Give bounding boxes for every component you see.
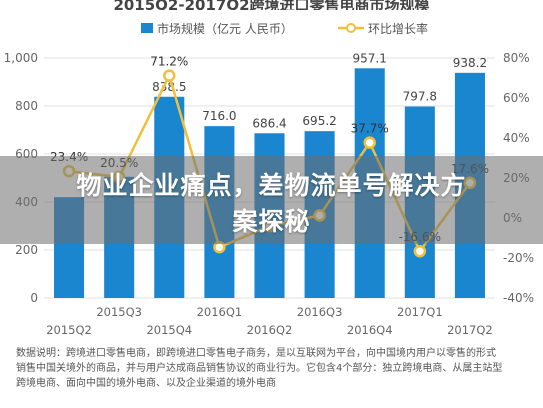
legend-swatch-bar <box>141 23 153 33</box>
y-right-tick-label: -40% <box>503 291 534 305</box>
x-tick-label: 2017Q2 <box>447 323 493 337</box>
x-tick-label: 2015Q3 <box>96 305 142 319</box>
headline: 物业企业痛点，差物流单号解决方 案探秘 <box>0 168 543 240</box>
data-notes: 数据说明：跨境进口零售电商，即跨境进口零售电子商务，是以互联网为平台，向中国境内… <box>16 346 536 391</box>
y-left-tick-label: 800 <box>15 99 38 113</box>
growth-value-label: 37.7% <box>351 122 389 136</box>
x-tick-label: 2016Q2 <box>247 323 293 337</box>
headline-banner <box>0 156 543 244</box>
legend: 市场规模（亿元 人民币） 环比增长率 <box>141 21 428 36</box>
notes-line-2: 销售中国关境外的商品，并与用户达成商品销售协议的商业行为。它包含4个部分：独立跨… <box>16 363 503 374</box>
headline-line-2: 案探秘 <box>232 207 311 236</box>
x-tick-label: 2015Q4 <box>146 323 192 337</box>
x-axis: 2015Q2 2015Q3 2015Q4 2016Q1 2016Q2 2016Q3 2016… <box>46 305 493 337</box>
y-left-tick-label: 0 <box>30 291 38 305</box>
x-tick-label: 2016Q1 <box>197 305 243 319</box>
growth-point <box>363 136 376 149</box>
legend-swatch-line-marker <box>346 23 356 33</box>
growth-point <box>413 244 427 258</box>
legend-label-bar: 市场规模（亿元 人民币） <box>157 21 293 36</box>
growth-point <box>163 69 176 82</box>
headline-line-1: 物业企业痛点，差物流单号解决方 <box>76 171 467 200</box>
bar-value-label: 716.0 <box>202 109 236 123</box>
notes-line-3: 跨境电商、面向中国的境外电商、以及企业渠道的境外电商 <box>16 378 276 389</box>
x-tick-label: 2015Q2 <box>46 323 92 337</box>
y-left-tick-label: 200 <box>15 243 38 257</box>
x-tick-label: 2017Q1 <box>397 305 443 319</box>
chart-title: 2015Q2-2017Q2跨境进口零售电商市场规模 <box>113 0 430 10</box>
y-right-tick-label: 40% <box>503 131 530 145</box>
bar-value-label: 838.5 <box>152 80 186 94</box>
legend-label-line: 环比增长率 <box>368 21 428 36</box>
y-right-tick-label: 80% <box>503 51 530 65</box>
x-tick-label: 2016Q3 <box>297 305 343 319</box>
y-right-tick-label: -20% <box>503 251 534 265</box>
notes-line-1: 数据说明：跨境进口零售电商，即跨境进口零售电子商务，是以互联网为平台，向中国境内… <box>16 348 496 359</box>
x-tick-label: 2016Q4 <box>347 323 393 337</box>
growth-value-label: 71.2% <box>150 55 188 69</box>
bar-value-label: 957.1 <box>353 51 387 65</box>
bar-value-label: 695.2 <box>302 114 336 128</box>
bar-data-labels: 838.5 716.0 686.4 695.2 957.1 797.8 938.2 <box>152 51 487 130</box>
bar-value-label: 686.4 <box>252 116 286 130</box>
y-right-tick-label: 60% <box>503 91 530 105</box>
bar-value-label: 797.8 <box>403 90 437 104</box>
bar-value-label: 938.2 <box>453 56 487 70</box>
y-left-tick-label: 1,000 <box>4 51 38 65</box>
